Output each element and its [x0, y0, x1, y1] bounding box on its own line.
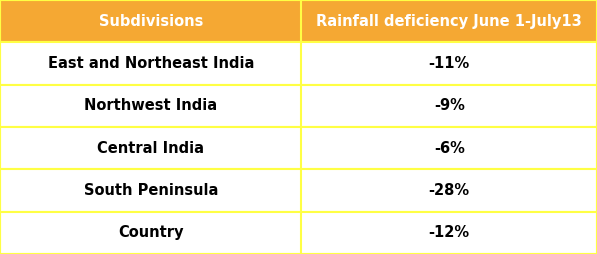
- Text: South Peninsula: South Peninsula: [84, 183, 218, 198]
- Bar: [0, 42, 597, 85]
- Text: -11%: -11%: [429, 56, 470, 71]
- Bar: [0, 212, 597, 254]
- Text: -28%: -28%: [429, 183, 470, 198]
- Text: -9%: -9%: [434, 98, 464, 113]
- Bar: [0, 0, 597, 42]
- Text: Rainfall deficiency June 1-July13: Rainfall deficiency June 1-July13: [316, 14, 582, 29]
- Text: Northwest India: Northwest India: [84, 98, 217, 113]
- Text: Country: Country: [118, 225, 183, 240]
- Text: Central India: Central India: [97, 141, 204, 156]
- Text: -6%: -6%: [434, 141, 464, 156]
- Bar: [0, 169, 597, 212]
- Text: -12%: -12%: [429, 225, 470, 240]
- Bar: [0, 127, 597, 169]
- Text: East and Northeast India: East and Northeast India: [48, 56, 254, 71]
- Bar: [0, 85, 597, 127]
- Text: Subdivisions: Subdivisions: [99, 14, 203, 29]
